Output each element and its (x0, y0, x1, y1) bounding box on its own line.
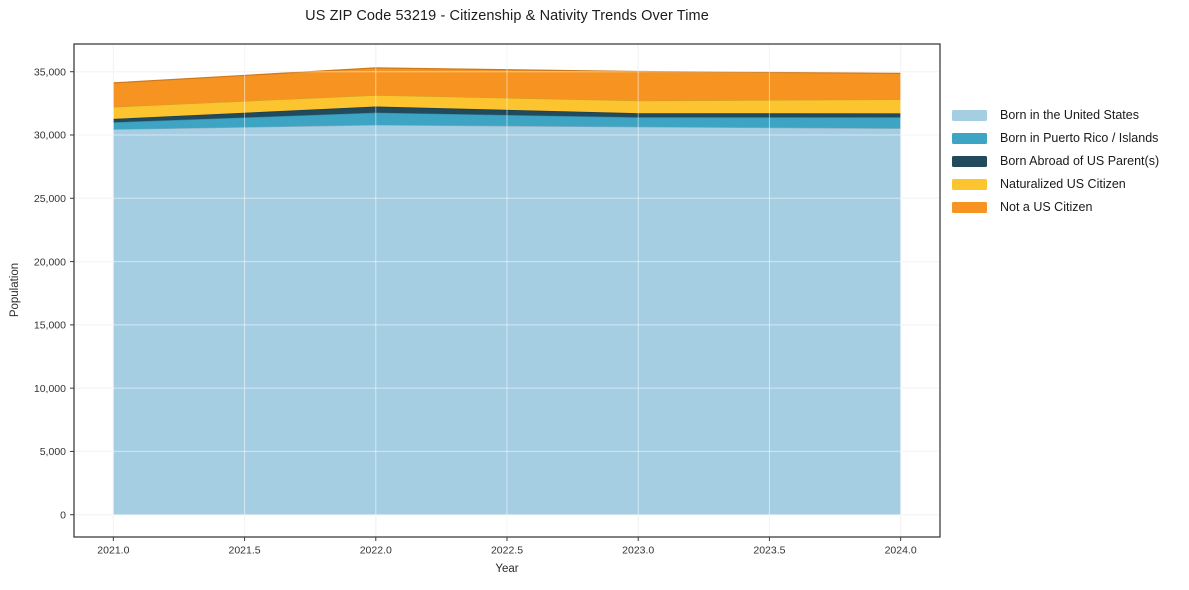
y-tick-label: 35,000 (34, 66, 66, 78)
x-tick-label: 2021.5 (229, 545, 261, 557)
legend-item-naturalized-us-citizen: Naturalized US Citizen (952, 177, 1159, 192)
y-tick-label: 15,000 (34, 320, 66, 332)
legend-label: Naturalized US Citizen (1000, 177, 1126, 192)
y-axis-label: Population (9, 262, 21, 318)
legend-item-not-a-us-citizen: Not a US Citizen (952, 200, 1159, 215)
x-tick-label: 2023.5 (753, 545, 785, 557)
chart-title: US ZIP Code 53219 - Citizenship & Nativi… (305, 8, 709, 24)
x-tick-label: 2023.0 (622, 545, 654, 557)
legend-item-born-abroad-of-us-parent-s: Born Abroad of US Parent(s) (952, 154, 1160, 169)
y-tick-label: 0 (60, 509, 66, 521)
legend-swatch-not-a-us-citizen (952, 202, 987, 213)
y-tick-label: 10,000 (34, 383, 66, 395)
y-tick-label: 20,000 (34, 256, 66, 268)
legend-label: Born in Puerto Rico / Islands (1000, 131, 1159, 146)
legend-label: Born Abroad of US Parent(s) (1000, 154, 1160, 169)
legend-swatch-born-in-the-united-states (952, 110, 987, 121)
legend-swatch-naturalized-us-citizen (952, 179, 987, 190)
legend-label: Born in the United States (1000, 108, 1139, 123)
x-tick-label: 2022.5 (491, 545, 523, 557)
x-axis-label: Year (495, 563, 519, 575)
y-tick-label: 5,000 (40, 446, 66, 458)
x-tick-label: 2021.0 (97, 545, 129, 557)
x-tick-label: 2024.0 (885, 545, 917, 557)
legend-swatch-born-abroad-of-us-parent-s (952, 156, 987, 167)
legend: Born in the United States Born in Puerto … (952, 108, 1160, 215)
legend-item-born-in-the-united-states: Born in the United States (952, 108, 1159, 123)
y-tick-label: 30,000 (34, 130, 66, 142)
legend-swatch-born-in-puerto-rico-islands (952, 133, 987, 144)
legend-item-born-in-puerto-rico-islands: Born in Puerto Rico / Islands (952, 131, 1159, 146)
x-tick-label: 2022.0 (360, 545, 392, 557)
y-tick-label: 25,000 (34, 193, 66, 205)
legend-label: Not a US Citizen (1000, 200, 1093, 215)
